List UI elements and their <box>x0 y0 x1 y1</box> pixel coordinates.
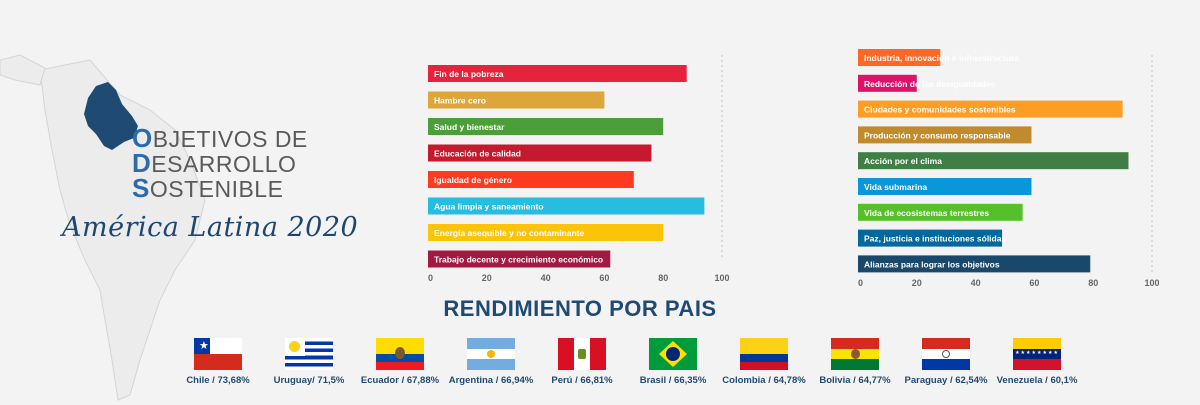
bar <box>428 171 634 188</box>
country-label: Ecuador / 67,88% <box>360 375 440 386</box>
title-rest-2: ESARROLLO <box>151 151 297 177</box>
title-initial-d: D <box>132 148 152 178</box>
x-tick-label: 60 <box>599 273 609 283</box>
x-tick-label: 20 <box>482 273 492 283</box>
chile-flag-icon: ★ <box>194 338 242 370</box>
country-label: Perú / 66,81% <box>551 375 613 386</box>
bar <box>858 74 917 92</box>
bar-label: Hambre cero <box>434 96 486 106</box>
country-paraguay: Paraguay / 62,54% <box>898 338 994 386</box>
bar-label: Industria, innovación e infraestructura <box>864 53 1019 63</box>
country-label: Bolivia / 64,77% <box>819 375 891 386</box>
venezuela-flag-icon: ★★★★★★★★ <box>1013 338 1061 370</box>
bar <box>428 65 687 82</box>
uruguay-flag-icon <box>285 338 333 370</box>
bar-label: Salud y bienestar <box>434 122 505 132</box>
x-tick-label: 100 <box>714 273 729 283</box>
bar <box>858 229 1003 247</box>
x-tick-label: 40 <box>971 278 981 288</box>
sdg-chart-right: Industria, innovación e infraestructura R… <box>858 49 1160 288</box>
country-label: Uruguay/ 71,5% <box>273 375 345 386</box>
country-bolivia: Bolivia / 64,77% <box>807 338 903 386</box>
bar-label: Alianzas para lograr los objetivos <box>864 259 1000 269</box>
bar <box>858 152 1129 170</box>
bar-label: Acción por el clima <box>864 156 942 166</box>
country-venezuela: ★★★★★★★★ Venezuela / 60,1% <box>989 338 1085 386</box>
x-tick-label: 80 <box>658 273 668 283</box>
bar-label: Producción y consumo responsable <box>864 130 1011 140</box>
bar <box>428 250 611 268</box>
country-colombia: Colombia / 64,78% <box>716 338 812 386</box>
country-peru: Perú / 66,81% <box>534 338 630 386</box>
bar <box>858 126 1032 144</box>
country-label: Brasil / 66,35% <box>639 375 707 386</box>
x-tick-label: 100 <box>1144 278 1159 288</box>
subtitle: América Latina 2020 <box>62 212 359 243</box>
title-rest-3: OSTENIBLE <box>149 176 284 202</box>
bar-label: Igualdad de género <box>434 175 512 185</box>
paraguay-flag-icon <box>922 338 970 370</box>
country-label: Argentina / 66,94% <box>448 375 534 386</box>
bar <box>428 144 652 162</box>
bar-label: Vida de ecosistemas terrestres <box>864 208 989 218</box>
argentina-flag-icon <box>467 338 515 370</box>
title-initial-o: O <box>132 123 153 153</box>
bar-label: Agua limpia y saneamiento <box>434 202 544 212</box>
country-chile: ★ Chile / 73,68% <box>170 338 266 386</box>
x-tick-label: 0 <box>858 278 863 288</box>
title-initial-s: S <box>132 173 150 203</box>
brasil-flag-icon <box>649 338 697 370</box>
x-tick-label: 40 <box>541 273 551 283</box>
bar-label: Ciudades y comunidades sostenibles <box>864 105 1016 115</box>
country-label: Paraguay / 62,54% <box>904 375 988 386</box>
country-argentina: Argentina / 66,94% <box>443 338 539 386</box>
title-line-3: SOSTENIBLE <box>132 173 352 203</box>
bar <box>858 178 1032 195</box>
country-flags: ★ Chile / 73,68% Uruguay/ 71,5% Ecuador / 6… <box>170 338 1077 398</box>
bar-label: Fin de la pobreza <box>434 69 504 79</box>
central-america-outline <box>0 54 46 86</box>
x-tick-label: 20 <box>912 278 922 288</box>
bar-label: Energía asequible y no contaminante <box>434 228 584 238</box>
sdg-title: OBJETIVOS DE DESARROLLO SOSTENIBLE <box>132 123 352 203</box>
bar <box>428 224 664 241</box>
x-tick-label: 0 <box>428 273 433 283</box>
colombia-shape <box>84 82 138 150</box>
country-label: Venezuela / 60,1% <box>996 375 1078 386</box>
bar <box>428 197 705 215</box>
sdg-chart-left: Fin de la pobreza Hambre cero Salud y bien… <box>428 55 730 283</box>
bar <box>428 118 664 135</box>
country-label: Chile / 73,68% <box>186 375 250 386</box>
country-label: Colombia / 64,78% <box>722 375 806 386</box>
ecuador-flag-icon <box>376 338 424 370</box>
country-uruguay: Uruguay/ 71,5% <box>261 338 357 386</box>
section-title: RENDIMIENTO POR PAIS <box>443 296 717 321</box>
south-america-outline <box>39 59 206 401</box>
peru-flag-icon <box>558 338 606 370</box>
colombia-flag-icon <box>740 338 788 370</box>
bolivia-flag-icon <box>831 338 879 370</box>
bar <box>858 203 1023 221</box>
title-line-1: OBJETIVOS DE <box>132 123 352 153</box>
country-brasil: Brasil / 66,35% <box>625 338 721 386</box>
country-ecuador: Ecuador / 67,88% <box>352 338 448 386</box>
bar <box>858 100 1123 118</box>
bar <box>858 49 941 66</box>
bar-label: Vida submarina <box>864 182 927 192</box>
bar-label: Trabajo decente y crecimiento económico <box>434 255 603 265</box>
x-tick-label: 60 <box>1029 278 1039 288</box>
bar <box>858 255 1091 273</box>
latin-america-map <box>0 54 206 401</box>
bar-label: Reducción de las desigualdades <box>864 79 996 89</box>
title-line-2: DESARROLLO <box>132 148 352 178</box>
bar-label: Paz, justicia e instituciones sólidas <box>864 234 1006 244</box>
bar <box>428 91 605 109</box>
title-rest-1: BJETIVOS DE <box>152 126 308 152</box>
bar-label: Educación de calidad <box>434 149 521 159</box>
x-tick-label: 80 <box>1088 278 1098 288</box>
